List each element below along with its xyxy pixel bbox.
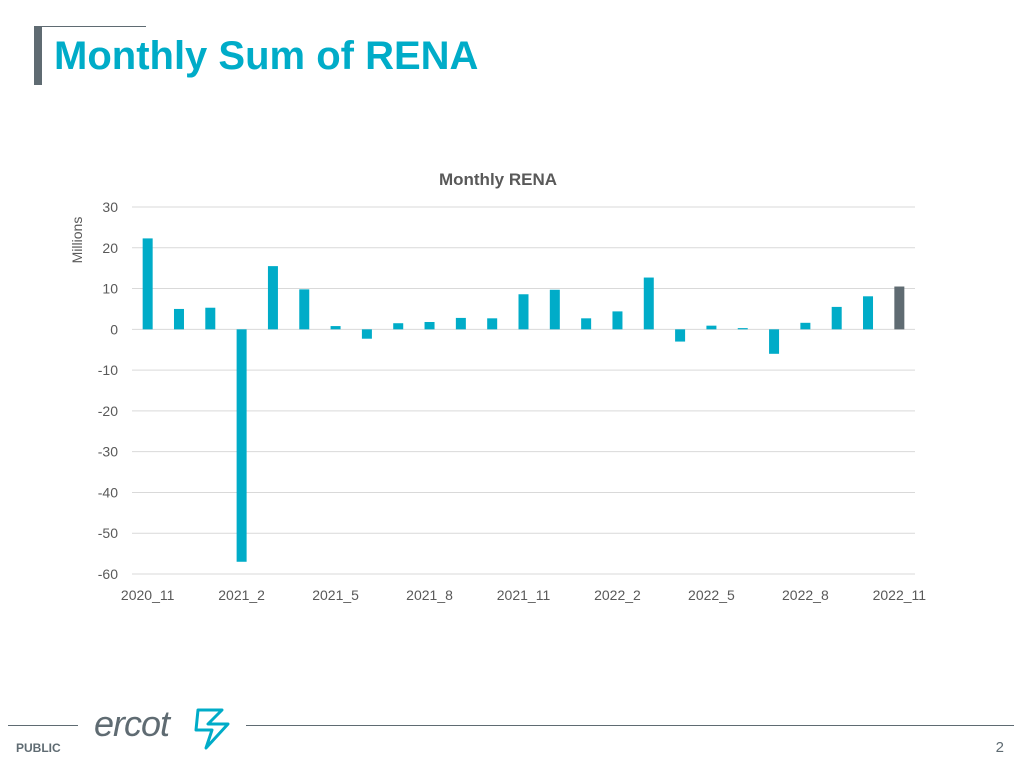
y-tick-label: -20 bbox=[98, 403, 118, 419]
bar-2021_1 bbox=[205, 307, 216, 330]
bar-2021_4 bbox=[299, 289, 310, 330]
bar-2022_4 bbox=[675, 329, 686, 342]
bar-2022_5 bbox=[706, 325, 717, 330]
lightning-icon bbox=[194, 708, 230, 750]
page-number: 2 bbox=[995, 739, 1004, 756]
bar-2022_10 bbox=[863, 296, 874, 330]
x-axis-ticks: 2020_11 2021_2 2021_5 2021_8 2021_11 2022_2 20… bbox=[121, 587, 926, 603]
y-tick-label: 30 bbox=[102, 199, 118, 215]
footer-line-right bbox=[246, 725, 1014, 726]
bars bbox=[142, 238, 905, 562]
bar-2021_5 bbox=[330, 326, 341, 330]
y-tick-label: -60 bbox=[98, 566, 118, 582]
bar-2022_8 bbox=[800, 322, 811, 330]
chart-title: Monthly RENA bbox=[439, 170, 557, 189]
x-tick-label: 2021_8 bbox=[406, 587, 453, 603]
title-accent-line bbox=[34, 26, 146, 27]
ercot-logo: ercot bbox=[94, 703, 230, 750]
y-tick-label: -40 bbox=[98, 484, 118, 500]
bar-2021_9 bbox=[455, 317, 466, 330]
x-tick-label: 2022_2 bbox=[594, 587, 641, 603]
y-tick-label: -30 bbox=[98, 444, 118, 460]
y-axis-ticks: 30 20 10 0 -10 -20 -30 -40 -50 -60 bbox=[98, 199, 118, 582]
y-tick-label: 20 bbox=[102, 240, 118, 256]
bar-2021_8 bbox=[424, 321, 435, 330]
x-tick-label: 2021_11 bbox=[497, 587, 551, 603]
x-tick-label: 2020_11 bbox=[121, 587, 175, 603]
bar-2020_12 bbox=[173, 308, 184, 330]
bar-2021_12 bbox=[549, 289, 560, 330]
y-tick-label: -50 bbox=[98, 525, 118, 541]
x-tick-label: 2021_2 bbox=[218, 587, 265, 603]
grid-lines bbox=[132, 206, 915, 575]
bar-2020_11 bbox=[142, 238, 153, 330]
bar-2022_11 bbox=[894, 286, 905, 330]
footer-label: PUBLIC bbox=[16, 741, 61, 755]
bar-2022_1 bbox=[581, 318, 592, 330]
y-tick-label: 0 bbox=[110, 321, 118, 337]
bar-2022_7 bbox=[769, 329, 780, 354]
ercot-logo-text: ercot bbox=[94, 703, 172, 744]
x-tick-label: 2021_5 bbox=[312, 587, 359, 603]
bar-2022_9 bbox=[831, 306, 842, 330]
bar-2021_11 bbox=[518, 294, 529, 330]
bar-2022_3 bbox=[643, 277, 654, 330]
slide-title: Monthly Sum of RENA bbox=[54, 34, 479, 78]
y-tick-label: 10 bbox=[102, 281, 118, 297]
footer-line-left bbox=[8, 725, 78, 726]
bar-2021_7 bbox=[393, 323, 404, 330]
x-tick-label: 2022_11 bbox=[873, 587, 927, 603]
y-axis-label: Millions bbox=[69, 217, 85, 264]
bar-2022_6 bbox=[737, 328, 748, 330]
bar-2022_2 bbox=[612, 311, 623, 330]
title-accent-bar bbox=[34, 26, 42, 85]
bar-2021_6 bbox=[361, 329, 372, 339]
x-tick-label: 2022_5 bbox=[688, 587, 735, 603]
bar-2021_10 bbox=[487, 318, 498, 330]
x-tick-label: 2022_8 bbox=[782, 587, 829, 603]
y-tick-label: -10 bbox=[98, 362, 118, 378]
bar-2021_2 bbox=[236, 329, 247, 562]
bar-2021_3 bbox=[267, 266, 278, 330]
